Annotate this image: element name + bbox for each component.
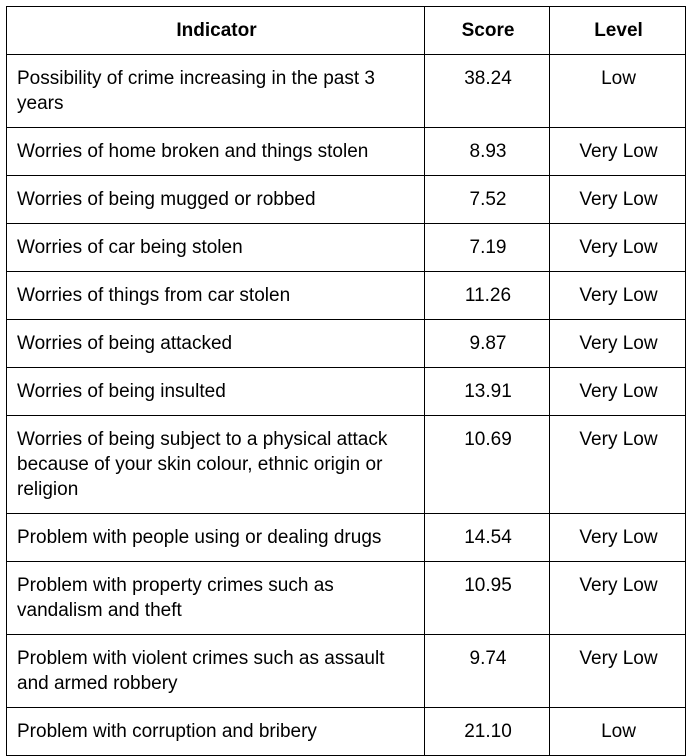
table-row: Worries of being insulted 13.91 Very Low: [6, 367, 686, 416]
level-cell: Low: [549, 707, 686, 756]
score-cell: 21.10: [424, 707, 550, 756]
indicator-cell: Worries of things from car stolen: [6, 271, 425, 320]
table-row: Worries of being attacked 9.87 Very Low: [6, 319, 686, 368]
indicator-cell: Problem with people using or dealing dru…: [6, 513, 425, 562]
level-cell: Very Low: [549, 223, 686, 272]
score-cell: 9.87: [424, 319, 550, 368]
level-cell: Very Low: [549, 415, 686, 514]
indicator-cell: Worries of being mugged or robbed: [6, 175, 425, 224]
table-row: Problem with people using or dealing dru…: [6, 513, 686, 562]
score-cell: 8.93: [424, 127, 550, 176]
indicator-cell: Worries of car being stolen: [6, 223, 425, 272]
indicator-cell: Worries of being subject to a physical a…: [6, 415, 425, 514]
table-row: Worries of being subject to a physical a…: [6, 415, 686, 514]
level-cell: Very Low: [549, 319, 686, 368]
indicator-cell: Problem with corruption and bribery: [6, 707, 425, 756]
score-header: Score: [424, 6, 550, 55]
table-row: Problem with violent crimes such as assa…: [6, 634, 686, 708]
level-cell: Very Low: [549, 271, 686, 320]
score-cell: 10.95: [424, 561, 550, 635]
score-cell: 9.74: [424, 634, 550, 708]
indicator-cell: Worries of being attacked: [6, 319, 425, 368]
level-cell: Very Low: [549, 367, 686, 416]
indicator-cell: Problem with violent crimes such as assa…: [6, 634, 425, 708]
indicator-cell: Possibility of crime increasing in the p…: [6, 54, 425, 128]
table-row: Worries of home broken and things stolen…: [6, 127, 686, 176]
score-cell: 13.91: [424, 367, 550, 416]
level-cell: Very Low: [549, 175, 686, 224]
level-cell: Very Low: [549, 561, 686, 635]
score-cell: 11.26: [424, 271, 550, 320]
indicator-header: Indicator: [6, 6, 425, 55]
score-cell: 38.24: [424, 54, 550, 128]
table-row: Worries of things from car stolen 11.26 …: [6, 271, 686, 320]
indicator-cell: Worries of being insulted: [6, 367, 425, 416]
table-row: Possibility of crime increasing in the p…: [6, 54, 686, 128]
level-cell: Very Low: [549, 127, 686, 176]
score-cell: 14.54: [424, 513, 550, 562]
table-row: Problem with property crimes such as van…: [6, 561, 686, 635]
level-cell: Very Low: [549, 513, 686, 562]
indicator-cell: Worries of home broken and things stolen: [6, 127, 425, 176]
score-cell: 10.69: [424, 415, 550, 514]
score-cell: 7.52: [424, 175, 550, 224]
table-row: Worries of car being stolen 7.19 Very Lo…: [6, 223, 686, 272]
level-cell: Very Low: [549, 634, 686, 708]
table-row: Worries of being mugged or robbed 7.52 V…: [6, 175, 686, 224]
level-header: Level: [549, 6, 686, 55]
header-row: Indicator Score Level: [6, 6, 686, 55]
score-cell: 7.19: [424, 223, 550, 272]
crime-indicators-table: Indicator Score Level Possibility of cri…: [6, 6, 686, 756]
table-row: Problem with corruption and bribery 21.1…: [6, 707, 686, 756]
indicator-cell: Problem with property crimes such as van…: [6, 561, 425, 635]
level-cell: Low: [549, 54, 686, 128]
